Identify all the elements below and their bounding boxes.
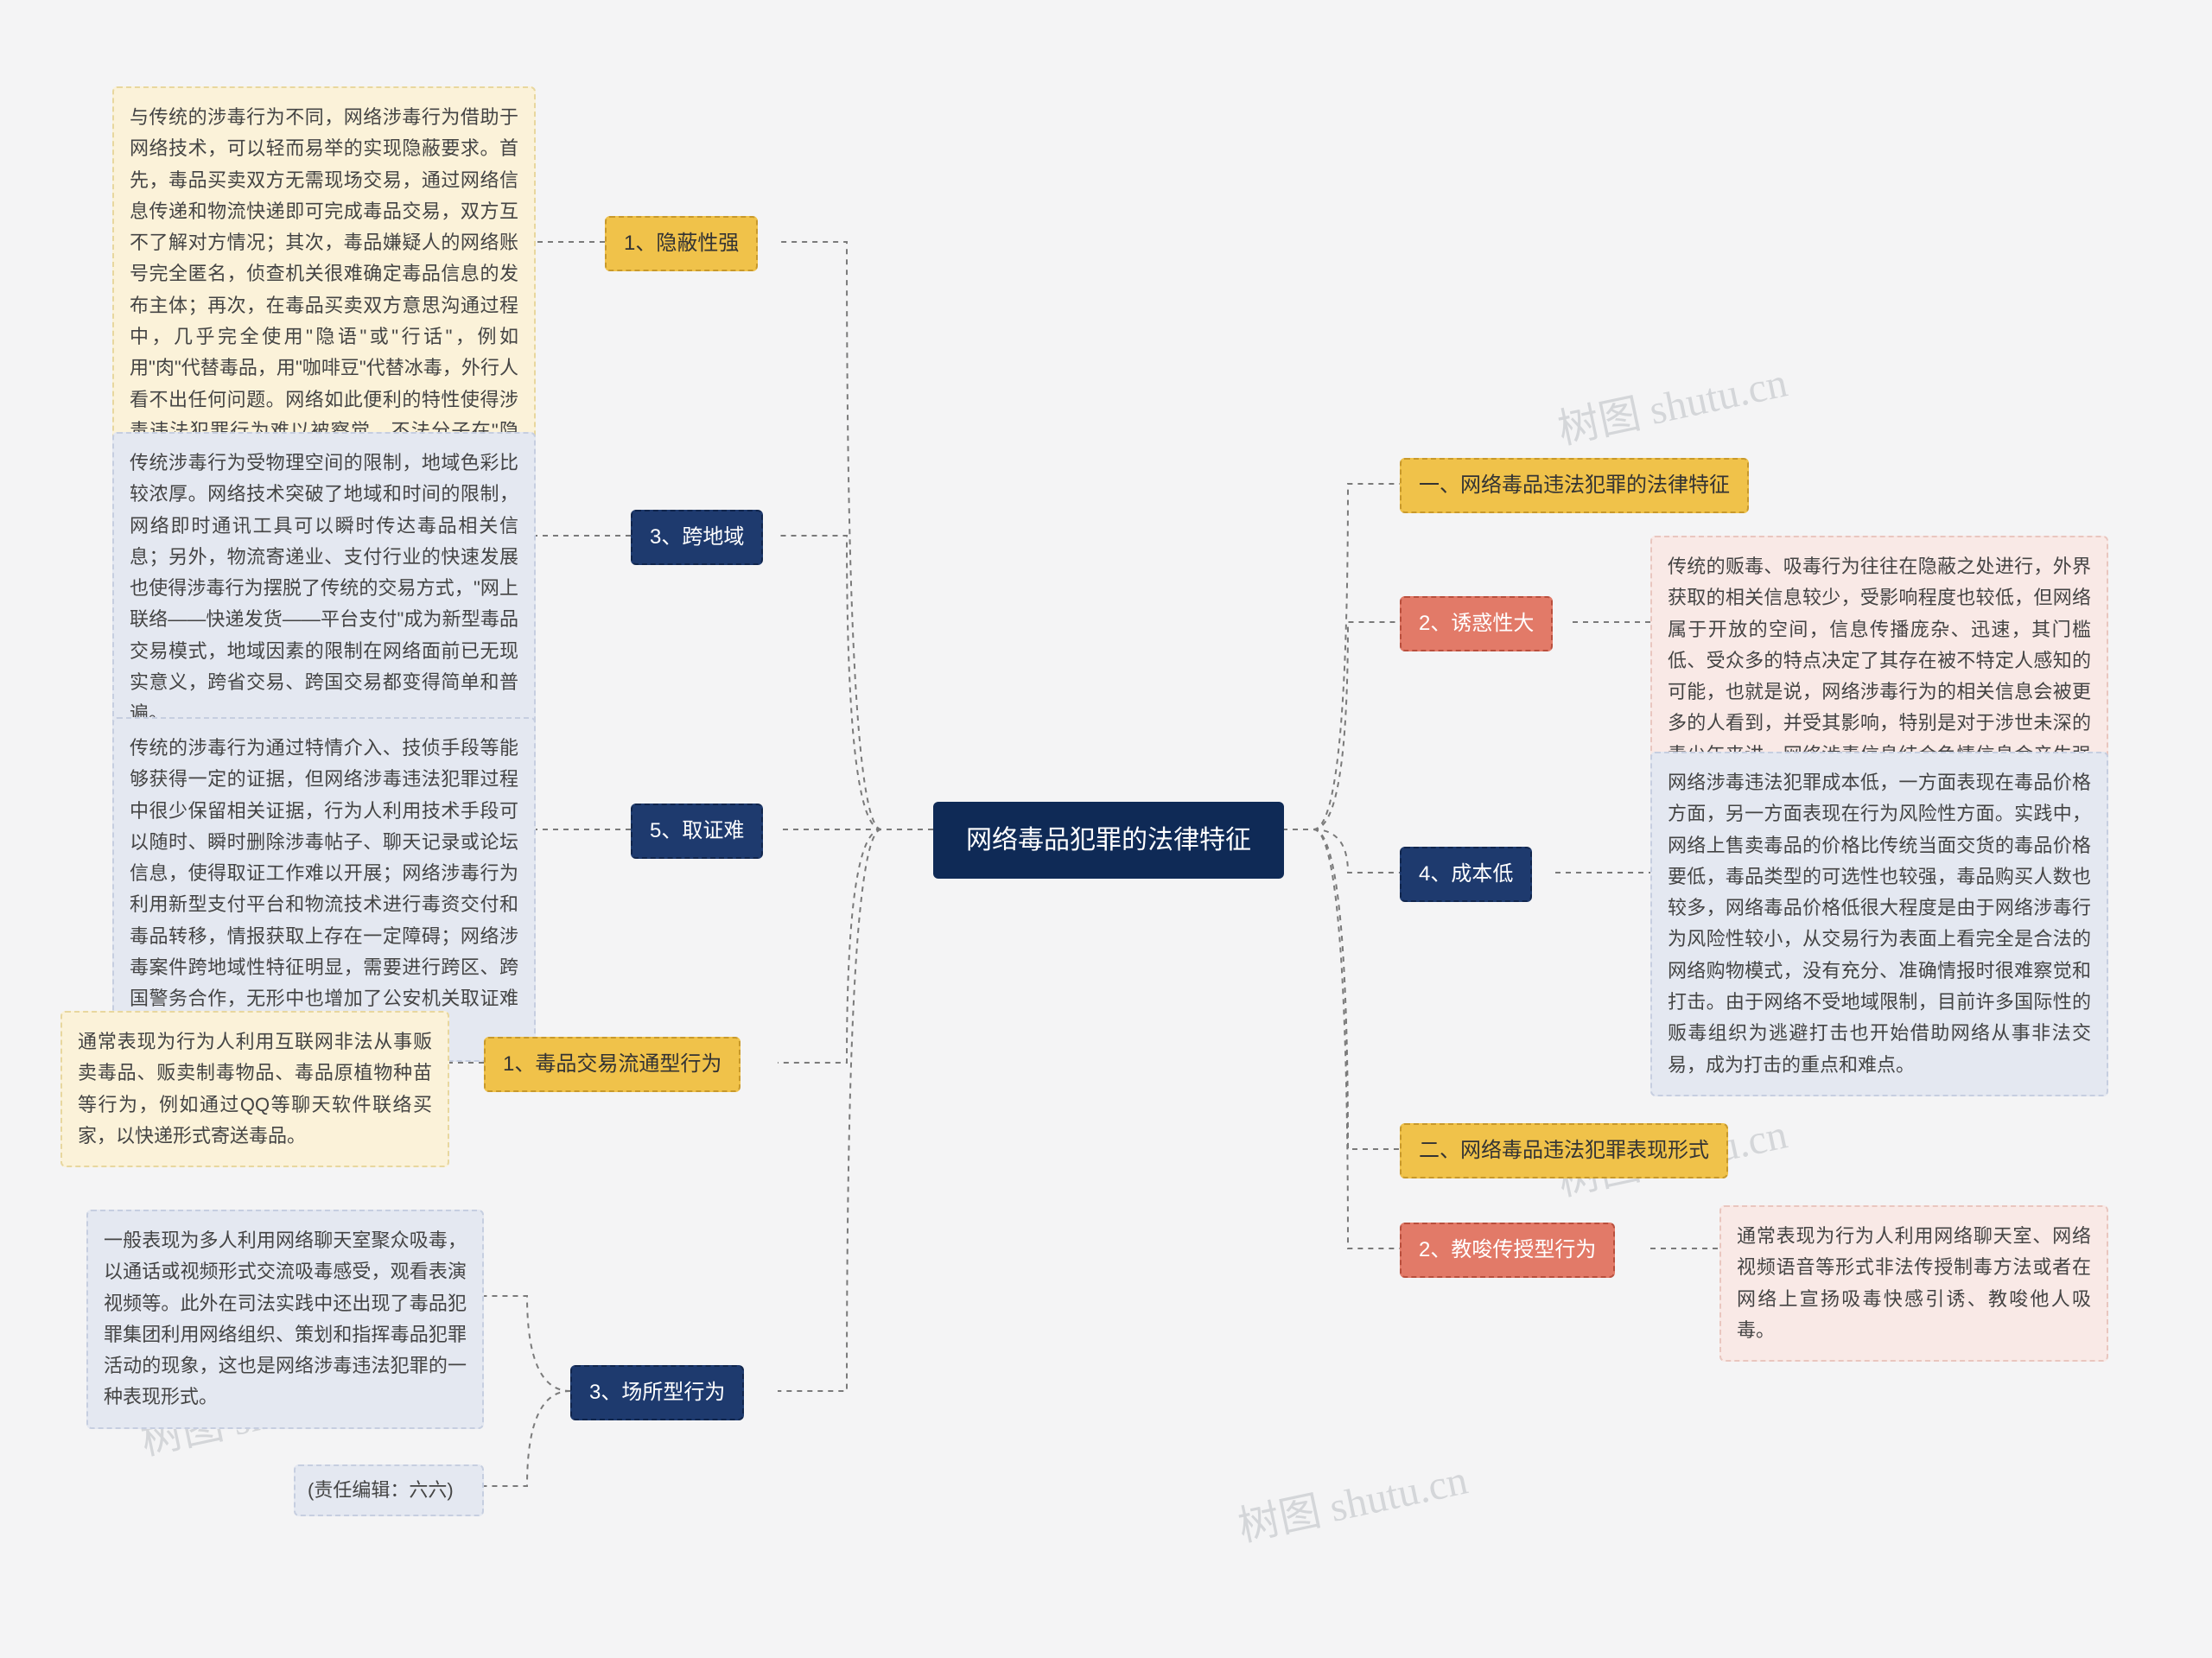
right-section-1[interactable]: 一、网络毒品违法犯罪的法律特征 [1400,458,1749,513]
left-node-3[interactable]: 3、跨地域 [631,510,763,565]
editor-credit: (责任编辑：六六) [294,1464,484,1516]
watermark: 树图 shutu.cn [1232,1445,1472,1553]
left-node-1[interactable]: 1、隐蔽性强 [605,216,758,271]
left-node-3-detail: 传统涉毒行为受物理空间的限制，地域色彩比较浓厚。网络技术突破了地域和时间的限制，… [112,432,536,746]
right-section-2[interactable]: 二、网络毒品违法犯罪表现形式 [1400,1123,1728,1178]
right-node-4-detail: 网络涉毒违法犯罪成本低，一方面表现在毒品价格方面，另一方面表现在行为风险性方面。… [1650,752,2108,1096]
right-node-teach[interactable]: 2、教唆传授型行为 [1400,1223,1615,1278]
left-node-5[interactable]: 5、取证难 [631,804,763,859]
right-node-teach-detail: 通常表现为行为人利用网络聊天室、网络视频语音等形式非法传授制毒方法或者在网络上宣… [1719,1205,2108,1362]
root-node[interactable]: 网络毒品犯罪的法律特征 [933,802,1284,879]
right-node-4[interactable]: 4、成本低 [1400,847,1532,902]
watermark: 树图 shutu.cn [1552,348,1792,455]
left-node-trade[interactable]: 1、毒品交易流通型行为 [484,1037,741,1092]
left-node-trade-detail: 通常表现为行为人利用互联网非法从事贩卖毒品、贩卖制毒物品、毒品原植物种苗等行为，… [60,1011,449,1167]
left-node-venue-detail: 一般表现为多人利用网络聊天室聚众吸毒，以通话或视频形式交流吸毒感受，观看表演视频… [86,1210,484,1429]
left-node-venue[interactable]: 3、场所型行为 [570,1365,744,1420]
right-node-2[interactable]: 2、诱惑性大 [1400,596,1553,651]
